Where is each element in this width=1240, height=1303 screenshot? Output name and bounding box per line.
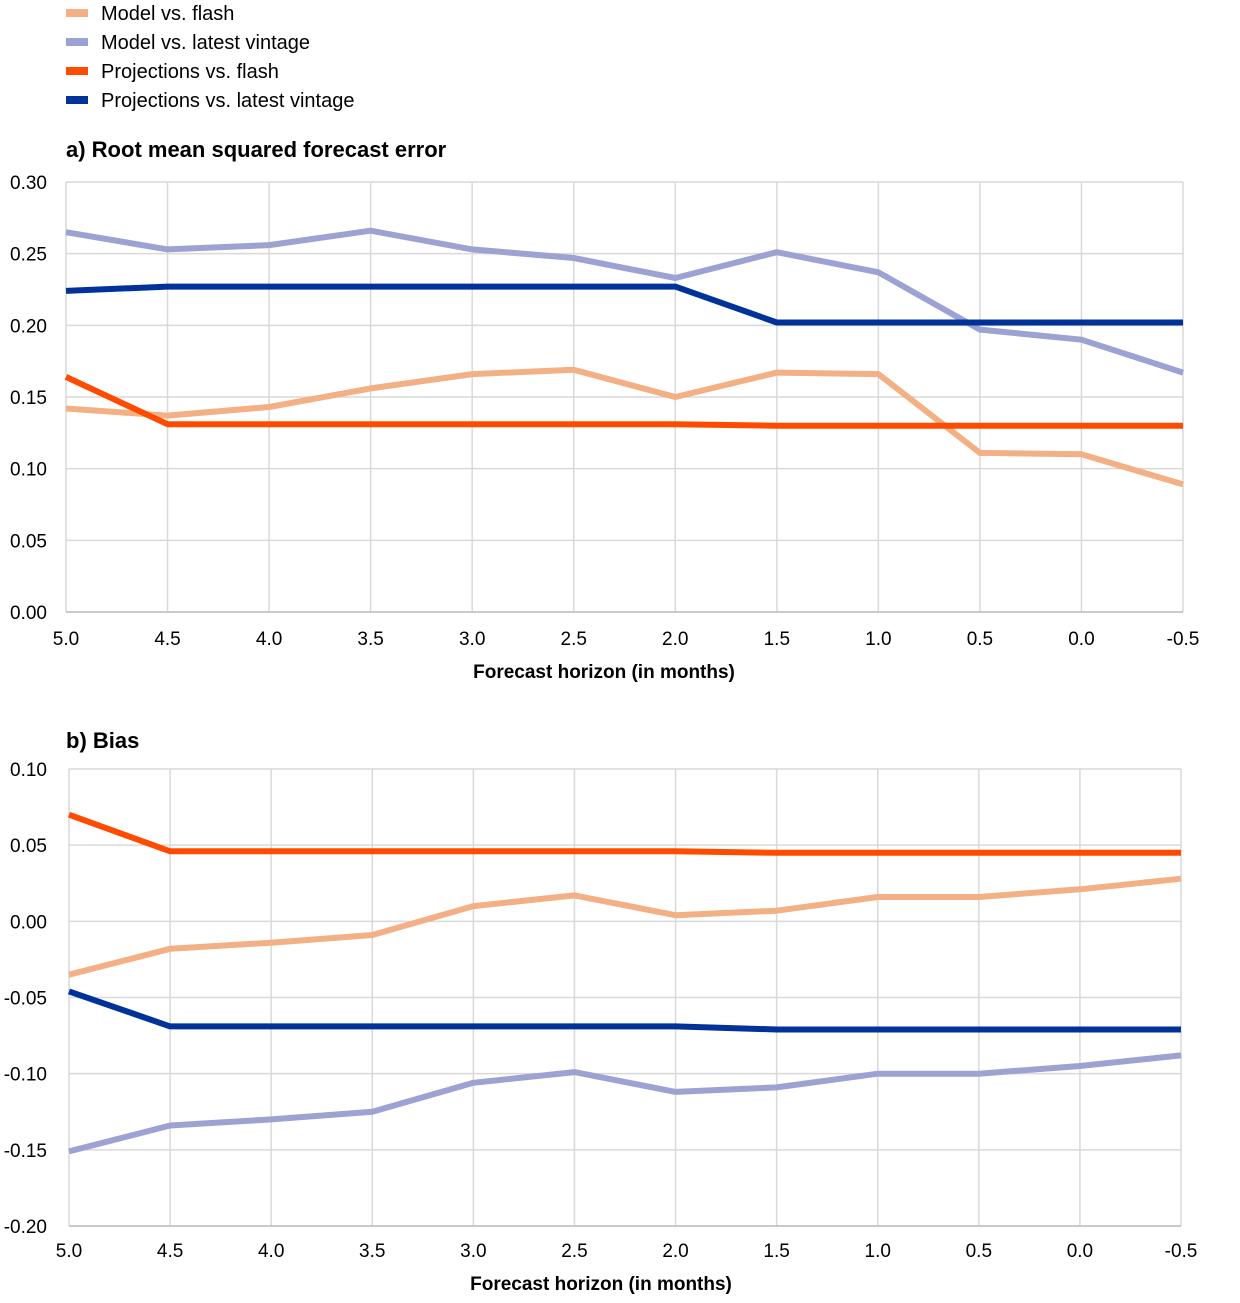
- panel-b-series-model-vs-flash: [68, 875, 1182, 978]
- panel-a-x-axis-label: Forecast horizon (in months): [473, 662, 735, 683]
- panel-b-x-tick-label: 1.0: [865, 1241, 891, 1262]
- panel-a-y-tick-label: 0.10: [10, 460, 47, 481]
- panel-a-series-model-vs-latest-vintage: [65, 227, 1184, 376]
- panel-a-series: [64, 227, 1184, 488]
- panel-a-x-tick-label: 4.0: [256, 629, 282, 650]
- legend-item-projections-vs-flash: Projections vs. flash: [66, 61, 279, 83]
- legend-swatch-model-vs-flash: [66, 9, 88, 17]
- panel-b-y-tick-label: -0.10: [4, 1065, 47, 1086]
- legend-swatch-projections-vs-latest-vintage: [66, 96, 88, 104]
- panel-b-y-tick-label: 0.05: [10, 836, 47, 857]
- panel-b-x-tick-label: 5.0: [56, 1241, 82, 1262]
- panel-a-series-model-vs-flash: [65, 366, 1184, 488]
- panel-b-series-projections-vs-flash: [67, 811, 1181, 856]
- panel-b-y-tick-label: -0.20: [4, 1217, 47, 1238]
- legend-label-projections-vs-latest-vintage: Projections vs. latest vintage: [101, 90, 354, 112]
- panel-b-y-tick-label: 0.10: [10, 760, 47, 781]
- panel-a-y-tick-label: 0.25: [10, 245, 47, 266]
- legend-label-model-vs-latest-vintage: Model vs. latest vintage: [101, 32, 310, 54]
- panel-a-rmsfe: a) Root mean squared forecast error 0.00…: [10, 137, 1199, 683]
- panel-b-x-axis-label: Forecast horizon (in months): [470, 1274, 732, 1295]
- panel-a-x-tick-label: 5.0: [53, 629, 79, 650]
- panel-b-y-tick-label: -0.15: [4, 1141, 47, 1162]
- panel-b-y-tick-label: -0.05: [4, 989, 47, 1010]
- panel-b-series: [67, 811, 1182, 1155]
- panel-b-series-projections-vs-latest-vintage: [68, 988, 1181, 1033]
- panel-a-x-tick-label: 3.5: [357, 629, 383, 650]
- panel-b-series-model-vs-latest-vintage: [68, 1052, 1182, 1155]
- legend-item-projections-vs-latest-vintage: Projections vs. latest vintage: [66, 90, 354, 112]
- panel-b-bias: b) Bias -0.20 -0.15 -0.10 -0.05 0.00 0.05 0.10…: [4, 728, 1198, 1295]
- panel-b-title: b) Bias: [66, 728, 139, 753]
- legend-label-projections-vs-flash: Projections vs. flash: [101, 61, 279, 83]
- panel-b-y-ticks: -0.20 -0.15 -0.10 -0.05 0.00 0.05 0.10: [4, 760, 47, 1238]
- panel-b-x-tick-label: 4.5: [157, 1241, 183, 1262]
- panel-b-x-tick-label: 0.0: [1067, 1241, 1093, 1262]
- panel-a-x-tick-label: 1.5: [764, 629, 790, 650]
- panel-a-series-projections-vs-latest-vintage: [65, 283, 1183, 326]
- panel-a-x-tick-label: 2.5: [561, 629, 587, 650]
- panel-b-x-tick-label: 2.5: [561, 1241, 587, 1262]
- panel-b-x-ticks: 5.0 4.5 4.0 3.5 3.0 2.5 2.0 1.5 1.0 0.5 0.0 -0.5: [56, 1241, 1198, 1262]
- panel-a-series-projections-vs-flash: [64, 374, 1183, 429]
- panel-b-gridlines: [68, 768, 1182, 1227]
- panel-a-x-tick-label: 3.0: [459, 629, 485, 650]
- panel-a-y-tick-label: 0.20: [10, 316, 47, 337]
- legend: Model vs. flash Model vs. latest vintage…: [66, 3, 354, 112]
- panel-b-x-tick-label: 3.5: [359, 1241, 385, 1262]
- panel-a-y-tick-label: 0.30: [10, 173, 47, 194]
- panel-b-x-tick-label: 1.5: [763, 1241, 789, 1262]
- panel-b-y-tick-label: 0.00: [10, 912, 47, 933]
- panel-a-y-tick-label: 0.15: [10, 388, 47, 409]
- legend-item-model-vs-latest-vintage: Model vs. latest vintage: [66, 32, 310, 54]
- panel-b-x-tick-label: -0.5: [1165, 1241, 1198, 1262]
- panel-b-x-tick-label: 0.5: [966, 1241, 992, 1262]
- panel-a-x-tick-label: 0.5: [967, 629, 993, 650]
- legend-swatch-projections-vs-flash: [66, 67, 88, 75]
- panel-b-x-tick-label: 4.0: [258, 1241, 284, 1262]
- panel-b-x-tick-label: 3.0: [460, 1241, 486, 1262]
- panel-a-y-tick-label: 0.00: [10, 603, 47, 624]
- legend-label-model-vs-flash: Model vs. flash: [101, 3, 234, 25]
- panel-a-x-tick-label: 1.0: [865, 629, 891, 650]
- panel-a-y-tick-label: 0.05: [10, 531, 47, 552]
- panel-a-x-tick-label: 2.0: [662, 629, 688, 650]
- legend-item-model-vs-flash: Model vs. flash: [66, 3, 234, 25]
- panel-b-x-tick-label: 2.0: [662, 1241, 688, 1262]
- panel-a-x-ticks: 5.0 4.5 4.0 3.5 3.0 2.5 2.0 1.5 1.0 0.5 0.0 -0.5: [53, 629, 1200, 650]
- panel-a-y-ticks: 0.00 0.05 0.10 0.15 0.20 0.25 0.30: [10, 173, 47, 624]
- panel-a-title: a) Root mean squared forecast error: [66, 137, 447, 162]
- legend-swatch-model-vs-latest-vintage: [66, 38, 88, 46]
- panel-a-x-tick-label: -0.5: [1167, 629, 1200, 650]
- panel-a-x-tick-label: 0.0: [1068, 629, 1094, 650]
- panel-a-x-tick-label: 4.5: [154, 629, 180, 650]
